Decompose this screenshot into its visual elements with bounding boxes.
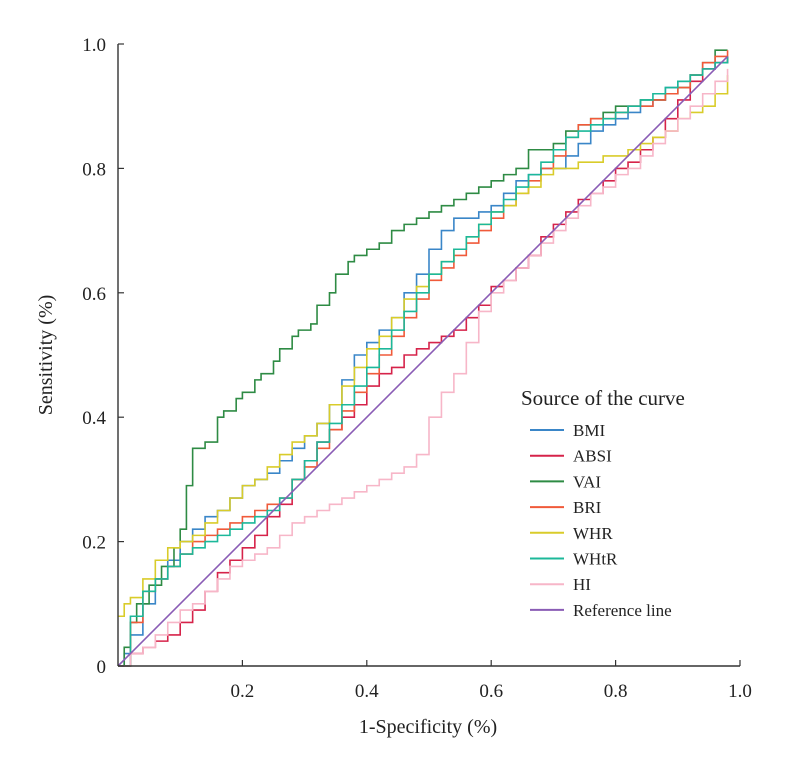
legend-label-whtr: WHtR [573, 550, 618, 569]
legend: Source of the curve BMI ABSI VAI BRI WHR WHtR… [521, 386, 685, 620]
x-axis-title: 1-Specificity (%) [359, 716, 497, 738]
legend-title: Source of the curve [521, 386, 685, 410]
y-tick-label: 0 [97, 657, 107, 678]
legend-label-reference-line: Reference line [573, 601, 672, 620]
legend-label-vai: VAI [573, 472, 601, 491]
legend-label-bri: BRI [573, 498, 602, 517]
series-line-reference-line [117, 55, 729, 667]
x-tick-label: 0.8 [604, 681, 628, 702]
y-tick-label: 0.8 [82, 159, 106, 180]
y-tick-label: 1.0 [82, 35, 106, 56]
legend-label-absi: ABSI [573, 447, 612, 466]
y-tick-label: 0.6 [82, 284, 106, 305]
y-tick-label: 0.2 [82, 533, 106, 554]
series-line-whr [118, 75, 729, 618]
ticks: 0.2 0.4 0.6 0.8 1.0 0 0.2 0.4 0.6 0.8 1.0 [82, 35, 752, 702]
plot-lines [117, 49, 729, 667]
series-line-absi [118, 56, 729, 667]
series-line-whtr [118, 56, 729, 667]
y-axis-title: Sensitivity (%) [35, 295, 57, 416]
x-tick-label: 0.2 [231, 681, 255, 702]
x-tick-label: 0.6 [479, 681, 503, 702]
y-tick-label: 0.4 [82, 408, 106, 429]
x-tick-label: 0.4 [355, 681, 379, 702]
axes [117, 44, 740, 667]
series-line-hi [118, 68, 729, 667]
legend-label-whr: WHR [573, 524, 613, 543]
legend-label-hi: HI [573, 575, 591, 594]
x-tick-label: 1.0 [728, 681, 752, 702]
legend-label-bmi: BMI [573, 421, 605, 440]
